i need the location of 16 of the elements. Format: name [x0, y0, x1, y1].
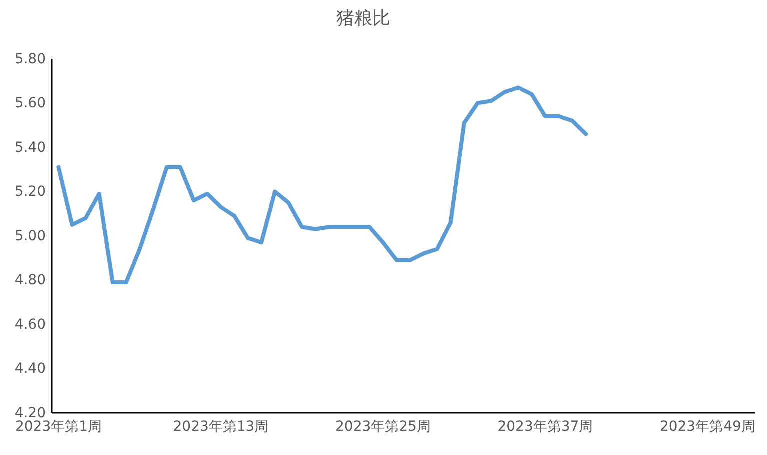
- y-tick-label: 5.60: [14, 96, 46, 112]
- y-tick-label: 5.80: [14, 51, 46, 68]
- x-tick-label: 2023年第25周: [335, 418, 431, 435]
- x-tick-label: 2023年第49周: [660, 418, 756, 435]
- x-tick-label: 2023年第13周: [173, 418, 269, 435]
- line-series: [56, 86, 588, 284]
- y-tick-label: 5.40: [14, 140, 46, 156]
- x-tick-label: 2023年第1周: [15, 418, 102, 435]
- y-tick-label: 5.00: [14, 228, 46, 244]
- y-tick-label: 5.20: [14, 184, 46, 200]
- x-tick-label: 2023年第37周: [498, 418, 594, 435]
- y-tick-label: 4.60: [14, 316, 46, 333]
- y-tick-label: 4.40: [14, 361, 46, 378]
- chart-title: 猪粮比: [336, 8, 390, 29]
- y-tick-label: 4.20: [14, 405, 46, 422]
- y-tick-label: 4.80: [14, 272, 46, 289]
